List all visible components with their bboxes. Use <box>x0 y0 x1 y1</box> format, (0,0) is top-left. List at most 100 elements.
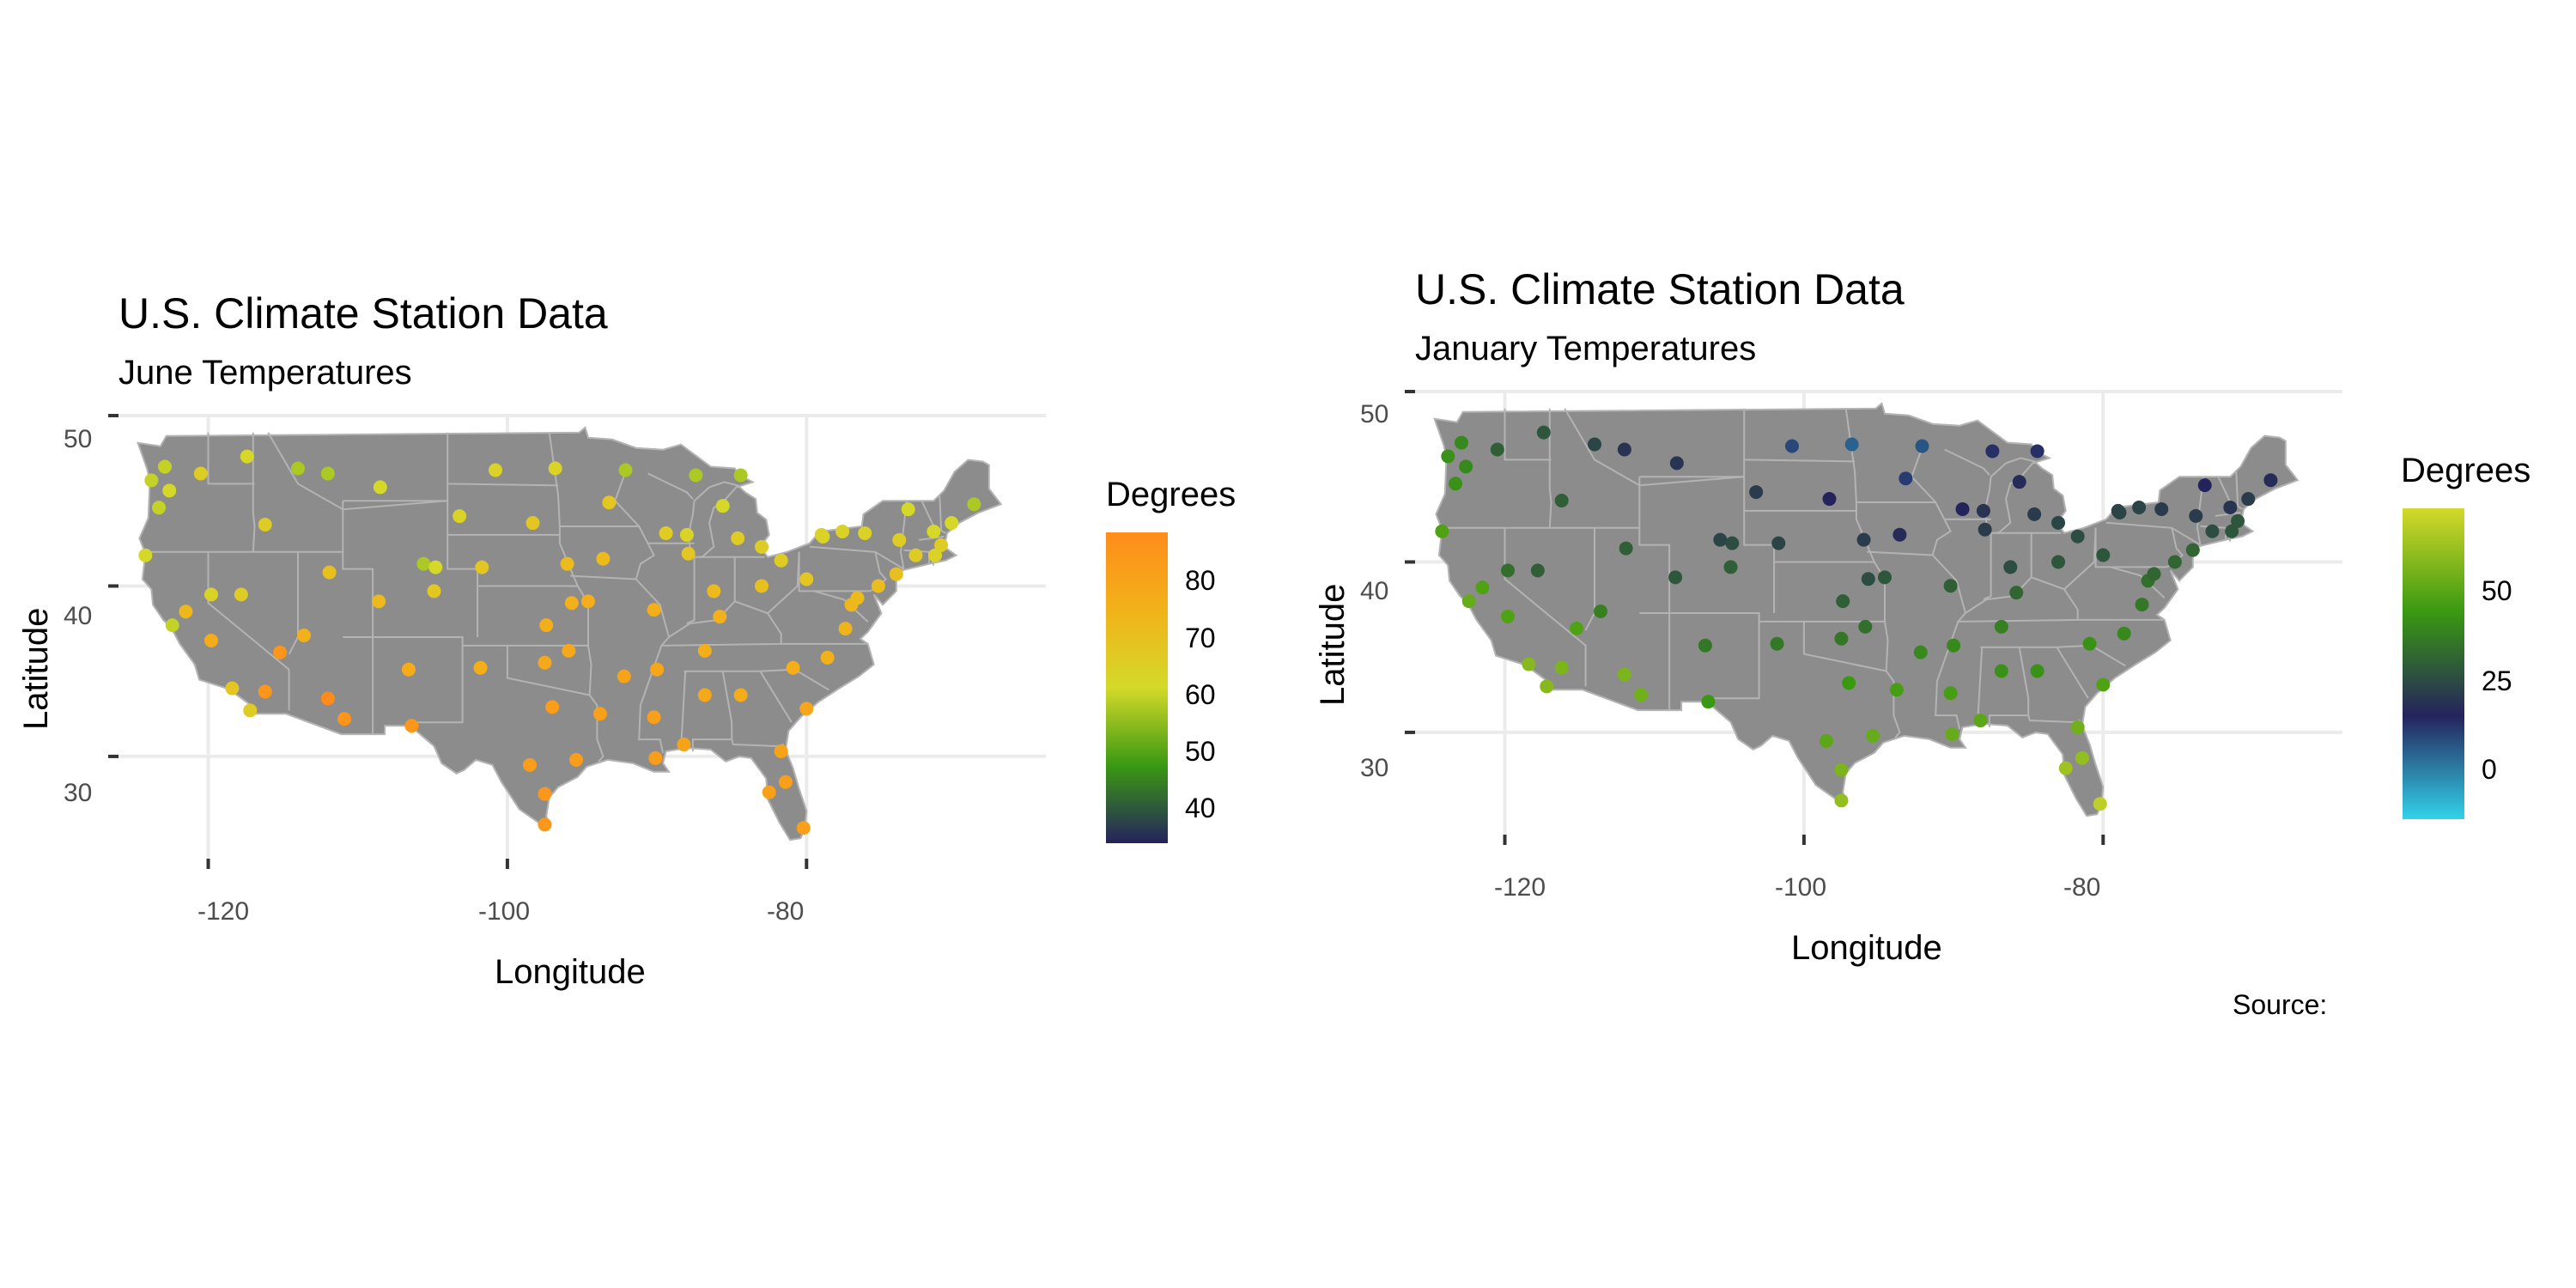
station-point <box>1836 594 1850 608</box>
station-point <box>1619 542 1633 556</box>
station-point <box>194 466 208 480</box>
station-point <box>734 468 748 482</box>
x-tick-label: -120 <box>1494 873 1546 902</box>
station-point <box>677 738 690 751</box>
legend-label: 80 <box>1185 565 1216 597</box>
station-point <box>2205 525 2219 538</box>
station-point <box>2013 475 2026 489</box>
station-point <box>2003 560 2017 574</box>
station-point <box>1858 620 1872 634</box>
station-point <box>1749 485 1763 499</box>
legend-title: Degrees <box>2401 452 2530 490</box>
station-point <box>1771 537 1785 550</box>
station-point <box>2225 525 2239 538</box>
y-axis-label: Latitude <box>1314 584 1352 706</box>
station-point <box>1522 658 1535 671</box>
station-point <box>787 661 800 675</box>
station-point <box>1501 563 1515 577</box>
station-point <box>779 775 793 789</box>
station-point <box>1978 523 1992 537</box>
station-point <box>1594 605 1607 618</box>
station-point <box>2198 478 2212 492</box>
station-point <box>565 596 579 610</box>
station-point <box>1618 442 1631 456</box>
station-point <box>2083 637 2097 651</box>
station-point <box>1842 676 1856 690</box>
y-axis-label: Latitude <box>17 608 56 730</box>
station-point <box>698 688 712 702</box>
station-point <box>1618 667 1631 681</box>
y-tick-label: 50 <box>64 425 92 454</box>
legend-colorbar <box>2403 508 2464 819</box>
station-point <box>323 566 337 580</box>
y-tick-label: 40 <box>64 602 92 631</box>
station-point <box>297 629 311 642</box>
station-point <box>2223 501 2237 514</box>
station-point <box>402 663 416 677</box>
station-point <box>1555 494 1569 507</box>
station-point <box>821 651 835 665</box>
station-point <box>374 480 387 494</box>
x-tick-label: -120 <box>197 897 249 927</box>
station-point <box>689 468 702 482</box>
station-point <box>1435 525 1449 538</box>
station-point <box>908 549 922 562</box>
station-point <box>2051 516 2065 530</box>
x-axis-label: Longitude <box>1791 929 1942 968</box>
station-point <box>273 646 287 659</box>
station-point <box>337 712 351 726</box>
y-tick-label: 30 <box>1360 754 1388 783</box>
station-point <box>1459 459 1473 473</box>
station-point <box>1698 639 1712 653</box>
station-point <box>2148 567 2161 580</box>
station-point <box>1878 570 1892 584</box>
station-point <box>2117 627 2131 641</box>
station-point <box>1785 440 1799 453</box>
station-point <box>1570 622 1583 635</box>
station-point <box>158 460 172 474</box>
station-point <box>562 644 575 658</box>
legend-label: 40 <box>1185 793 1216 824</box>
legend-label: 70 <box>1185 623 1216 654</box>
station-point <box>1944 579 1958 592</box>
station-point <box>475 561 489 574</box>
station-point <box>1537 426 1551 440</box>
station-point <box>416 557 430 571</box>
station-point <box>2189 509 2202 523</box>
station-point <box>428 584 441 598</box>
station-point <box>927 525 940 538</box>
station-point <box>799 702 813 715</box>
station-point <box>797 821 811 835</box>
station-point <box>602 495 616 509</box>
station-point <box>619 464 633 477</box>
station-point <box>1501 610 1515 623</box>
station-point <box>734 688 748 702</box>
station-point <box>523 758 537 772</box>
station-point <box>152 501 166 514</box>
us-land-shape <box>1435 404 2298 816</box>
station-point <box>240 450 254 464</box>
station-point <box>2031 664 2044 677</box>
station-point <box>775 744 788 758</box>
station-point <box>716 499 730 513</box>
station-point <box>2132 501 2146 514</box>
station-point <box>1914 646 1928 659</box>
station-point <box>928 549 942 562</box>
station-point <box>2168 555 2182 568</box>
station-point <box>1441 449 1455 463</box>
map-plot-june <box>0 0 1288 1288</box>
station-point <box>1866 729 1880 743</box>
station-point <box>755 579 769 592</box>
station-point <box>549 462 562 476</box>
station-point <box>596 552 610 566</box>
station-point <box>1701 695 1715 708</box>
station-point <box>967 497 981 511</box>
station-point <box>1531 563 1545 577</box>
station-point <box>1890 683 1904 696</box>
y-tick-label: 40 <box>1360 577 1388 606</box>
x-tick-label: -80 <box>2063 873 2100 902</box>
legend-label: 60 <box>1185 679 1216 711</box>
station-point <box>858 526 872 540</box>
station-point <box>321 691 335 705</box>
station-point <box>138 549 152 562</box>
